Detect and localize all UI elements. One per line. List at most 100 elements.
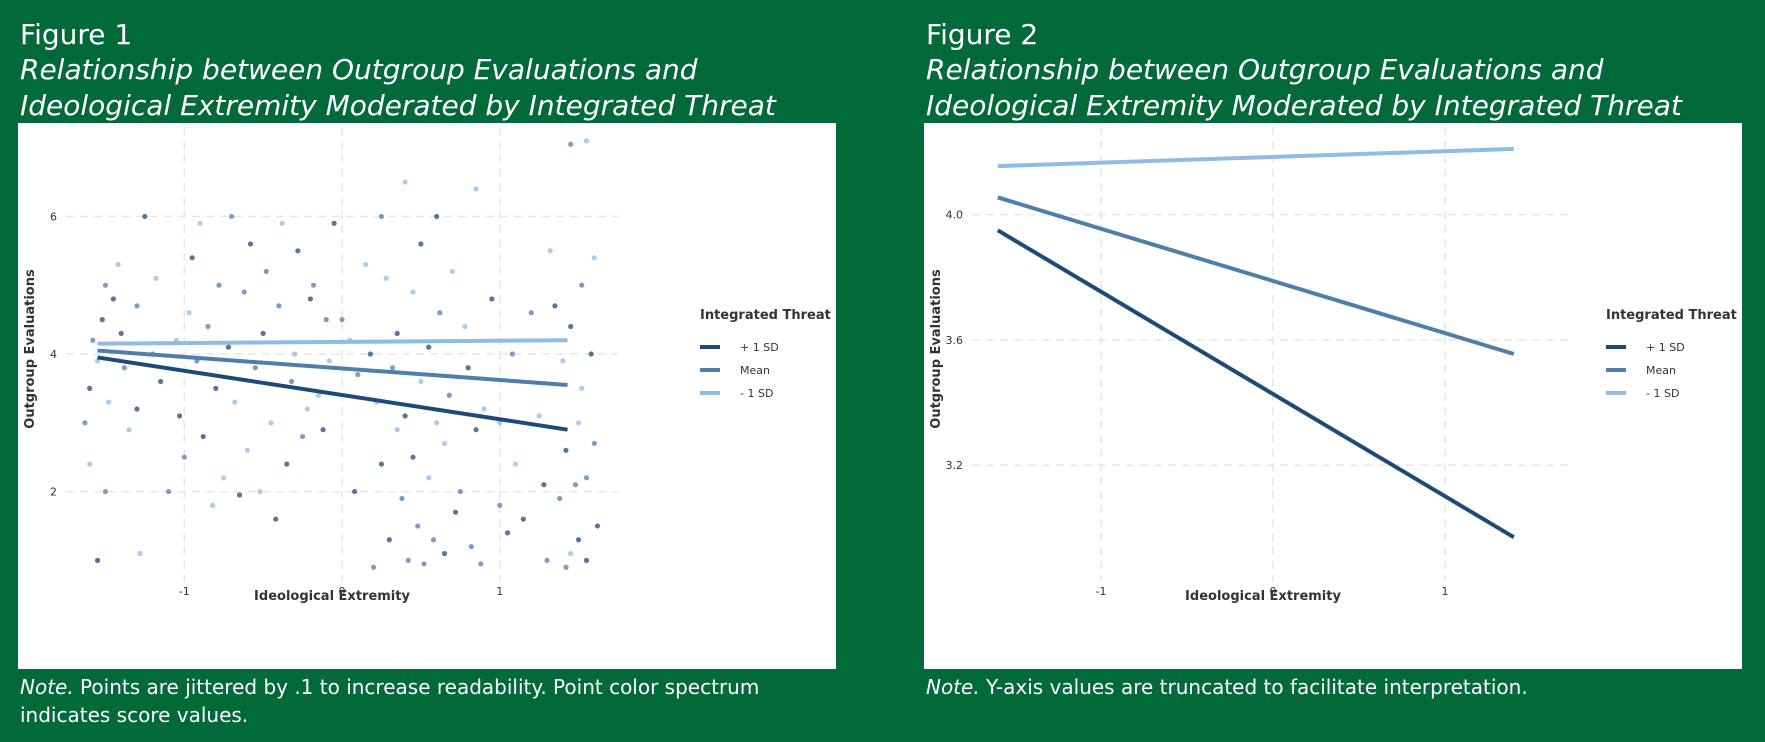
data-point bbox=[304, 406, 310, 412]
data-point bbox=[142, 213, 148, 220]
chart-area: -1 0 1 2 4 6 Ideological Extremity Outgroup Eva… bbox=[18, 123, 836, 669]
data-point bbox=[544, 557, 550, 563]
data-point bbox=[225, 344, 232, 350]
data-point bbox=[102, 488, 109, 495]
data-point bbox=[583, 138, 590, 144]
y-axis-label: Outgroup Evaluations bbox=[23, 269, 38, 429]
data-point bbox=[389, 365, 396, 371]
x-axis-label: Ideological Extremity bbox=[1185, 589, 1341, 604]
series-line-minus-1sd bbox=[97, 338, 568, 346]
y-tick-label: 3.2 bbox=[946, 459, 964, 472]
x-tick-label: 0 bbox=[339, 585, 346, 598]
data-point bbox=[232, 399, 238, 405]
data-point bbox=[268, 420, 274, 426]
data-point bbox=[575, 537, 582, 543]
data-point bbox=[421, 561, 427, 567]
data-point bbox=[244, 447, 250, 453]
figure-label: Figure 1 bbox=[20, 18, 133, 51]
data-point bbox=[279, 220, 285, 226]
data-point bbox=[536, 413, 542, 419]
data-point bbox=[473, 427, 479, 433]
figure-title: Relationship between Outgroup Evaluation… bbox=[926, 52, 1746, 124]
data-point bbox=[273, 516, 279, 522]
data-point bbox=[99, 317, 105, 323]
data-point bbox=[105, 399, 112, 405]
data-point bbox=[591, 440, 597, 447]
data-point bbox=[331, 220, 337, 226]
data-point bbox=[541, 482, 547, 488]
figure-label: Figure 2 bbox=[926, 18, 1039, 51]
data-point bbox=[497, 420, 503, 426]
data-point bbox=[153, 275, 159, 281]
data-point bbox=[457, 488, 463, 495]
data-point bbox=[311, 282, 317, 288]
data-point bbox=[394, 330, 400, 336]
data-point bbox=[181, 454, 187, 460]
data-point bbox=[213, 385, 219, 391]
x-tick-label: 1 bbox=[496, 585, 503, 598]
y-tick-label: 3.6 bbox=[946, 334, 964, 347]
legend-label: - 1 SD bbox=[1646, 387, 1679, 400]
data-point bbox=[200, 433, 206, 440]
y-tick-label: 4.0 bbox=[946, 209, 964, 222]
y-tick-label: 4 bbox=[50, 348, 57, 361]
data-point bbox=[257, 488, 263, 495]
data-point bbox=[288, 378, 295, 385]
data-point bbox=[210, 502, 216, 508]
data-point bbox=[462, 323, 468, 330]
legend-label: Mean bbox=[740, 364, 770, 377]
figure-title-line-2: Ideological Extremity Moderated by Integ… bbox=[926, 89, 1682, 122]
data-point bbox=[339, 317, 345, 323]
data-point bbox=[568, 323, 574, 330]
data-point bbox=[320, 427, 326, 433]
data-point bbox=[418, 378, 424, 385]
data-point bbox=[134, 303, 140, 309]
data-point bbox=[165, 488, 172, 495]
figure-note: Note. Y-axis values are truncated to fac… bbox=[926, 673, 1736, 701]
data-point bbox=[247, 241, 254, 247]
note-label: Note. bbox=[926, 675, 980, 699]
data-point bbox=[399, 495, 405, 502]
data-point bbox=[437, 310, 443, 316]
series-line-minus-1sd bbox=[997, 146, 1514, 169]
data-point bbox=[236, 492, 243, 498]
data-point bbox=[205, 323, 211, 330]
data-point bbox=[355, 372, 361, 378]
legend-label: + 1 SD bbox=[740, 341, 779, 354]
legend-title: Integrated Threat bbox=[1606, 308, 1737, 323]
data-point bbox=[410, 289, 416, 295]
legend-label: + 1 SD bbox=[1646, 341, 1685, 354]
data-point bbox=[263, 268, 269, 275]
y-tick-label: 6 bbox=[50, 210, 57, 223]
data-point bbox=[465, 365, 471, 371]
data-point bbox=[352, 488, 358, 495]
scatter-chart: -1 0 1 2 4 6 Ideological Extremity Outgroup Eva… bbox=[23, 127, 831, 604]
figure-title-line-1: Relationship between Outgroup Evaluation… bbox=[20, 53, 698, 86]
figure-title: Relationship between Outgroup Evaluation… bbox=[20, 52, 840, 124]
data-point bbox=[295, 248, 301, 254]
data-point bbox=[563, 447, 569, 453]
data-point bbox=[158, 378, 164, 385]
data-point bbox=[520, 516, 526, 522]
data-point bbox=[552, 303, 558, 309]
data-point bbox=[241, 289, 247, 295]
legend-title: Integrated Threat bbox=[700, 308, 831, 323]
data-point bbox=[216, 282, 222, 288]
data-point bbox=[583, 557, 590, 563]
data-point bbox=[221, 475, 227, 481]
data-point bbox=[110, 296, 116, 302]
data-point bbox=[82, 420, 88, 426]
data-point bbox=[446, 392, 452, 398]
data-point bbox=[568, 550, 574, 557]
y-axis-label: Outgroup Evaluations bbox=[929, 269, 944, 429]
figure-title-line-2: Ideological Extremity Moderated by Integ… bbox=[20, 89, 776, 122]
data-point bbox=[468, 544, 474, 550]
data-point bbox=[197, 220, 203, 226]
data-point bbox=[547, 248, 553, 254]
data-point bbox=[402, 413, 408, 419]
data-point bbox=[386, 537, 392, 543]
x-tick-label: -1 bbox=[1096, 585, 1107, 598]
data-point bbox=[452, 509, 459, 515]
x-axis-label: Ideological Extremity bbox=[254, 589, 410, 604]
data-point bbox=[126, 427, 132, 433]
